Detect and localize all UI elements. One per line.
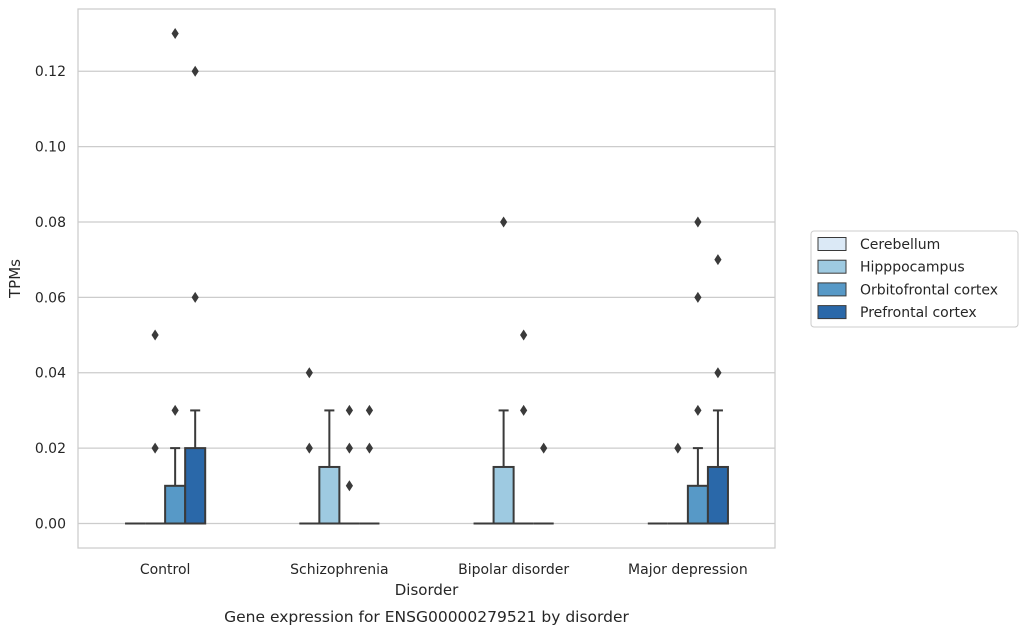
box-3-3 bbox=[706, 254, 729, 525]
outlier-point bbox=[345, 480, 353, 492]
legend-label: Hipppocampus bbox=[860, 260, 965, 276]
outlier-point bbox=[500, 216, 508, 228]
outlier-point bbox=[171, 404, 179, 416]
outlier-point bbox=[520, 404, 528, 416]
box-body bbox=[318, 465, 341, 525]
box-3-1 bbox=[667, 442, 688, 525]
box-0-1 bbox=[145, 329, 166, 525]
outlier-point bbox=[345, 404, 353, 416]
box-2-2 bbox=[513, 329, 534, 525]
box-1-2 bbox=[339, 404, 360, 525]
plot-frame bbox=[77, 8, 776, 549]
legend-swatch bbox=[817, 237, 847, 251]
y-tick-label: 0.12 bbox=[35, 64, 66, 80]
y-axis-label: TPMs bbox=[6, 259, 24, 299]
outlier-point bbox=[305, 442, 313, 454]
chart-caption: Gene expression for ENSG00000279521 by d… bbox=[224, 608, 629, 626]
outlier-point bbox=[694, 216, 702, 228]
outlier-point bbox=[694, 404, 702, 416]
legend-label: Cerebellum bbox=[860, 237, 940, 253]
outlier-point bbox=[714, 367, 722, 379]
x-tick-label: Major depression bbox=[628, 562, 748, 578]
box-1-1 bbox=[318, 409, 341, 525]
x-tick-label: Schizophrenia bbox=[290, 562, 388, 578]
outlier-point bbox=[191, 291, 199, 303]
box-body bbox=[164, 484, 187, 525]
legend-label: Orbitofrontal cortex bbox=[860, 282, 998, 298]
x-tick-label: Control bbox=[140, 562, 191, 578]
outlier-point bbox=[151, 442, 159, 454]
box-0-3 bbox=[184, 65, 207, 525]
y-tick-labels: 0.00 0.02 0.04 0.06 0.08 0.10 0.12 bbox=[35, 64, 66, 532]
legend-swatch bbox=[817, 305, 847, 320]
box-body bbox=[492, 465, 515, 525]
legend-swatch bbox=[817, 282, 847, 297]
y-tick-label: 0.00 bbox=[35, 517, 66, 533]
outlier-point bbox=[365, 442, 374, 454]
legend-frame bbox=[810, 230, 1019, 328]
x-axis-label: Disorder bbox=[395, 581, 459, 599]
y-tick-label: 0.08 bbox=[35, 215, 66, 231]
box-3-2 bbox=[686, 216, 709, 525]
outlier-point bbox=[540, 442, 548, 454]
x-tick-label: Bipolar disorder bbox=[458, 562, 569, 578]
box-groups bbox=[125, 28, 729, 525]
y-tick-label: 0.06 bbox=[35, 290, 66, 306]
box-body bbox=[686, 484, 709, 525]
legend-swatch bbox=[817, 259, 847, 274]
outlier-point bbox=[191, 65, 199, 77]
outlier-point bbox=[365, 404, 374, 416]
legend: Cerebellum Hipppocampus Orbitofrontal cort… bbox=[810, 230, 1019, 328]
box-body bbox=[184, 447, 207, 525]
legend-label: Prefrontal cortex bbox=[860, 305, 977, 321]
outlier-point bbox=[345, 442, 353, 454]
box-2-3 bbox=[533, 442, 554, 525]
box-1-3 bbox=[359, 404, 380, 525]
y-tick-label: 0.10 bbox=[35, 140, 66, 156]
outlier-point bbox=[151, 329, 159, 341]
outlier-point bbox=[674, 442, 682, 454]
outlier-point bbox=[305, 367, 313, 379]
plot-background bbox=[78, 9, 775, 548]
y-tick-label: 0.02 bbox=[35, 441, 66, 457]
outlier-point bbox=[171, 28, 179, 39]
outlier-point bbox=[520, 329, 528, 341]
outlier-point bbox=[714, 254, 722, 266]
box-body bbox=[706, 465, 729, 525]
box-1-0 bbox=[299, 367, 320, 525]
x-tick-labels: Control Schizophrenia Bipolar disorder Majo… bbox=[140, 562, 748, 578]
box-2-1 bbox=[492, 216, 515, 525]
y-tick-label: 0.04 bbox=[35, 366, 66, 382]
outlier-point bbox=[694, 291, 702, 303]
